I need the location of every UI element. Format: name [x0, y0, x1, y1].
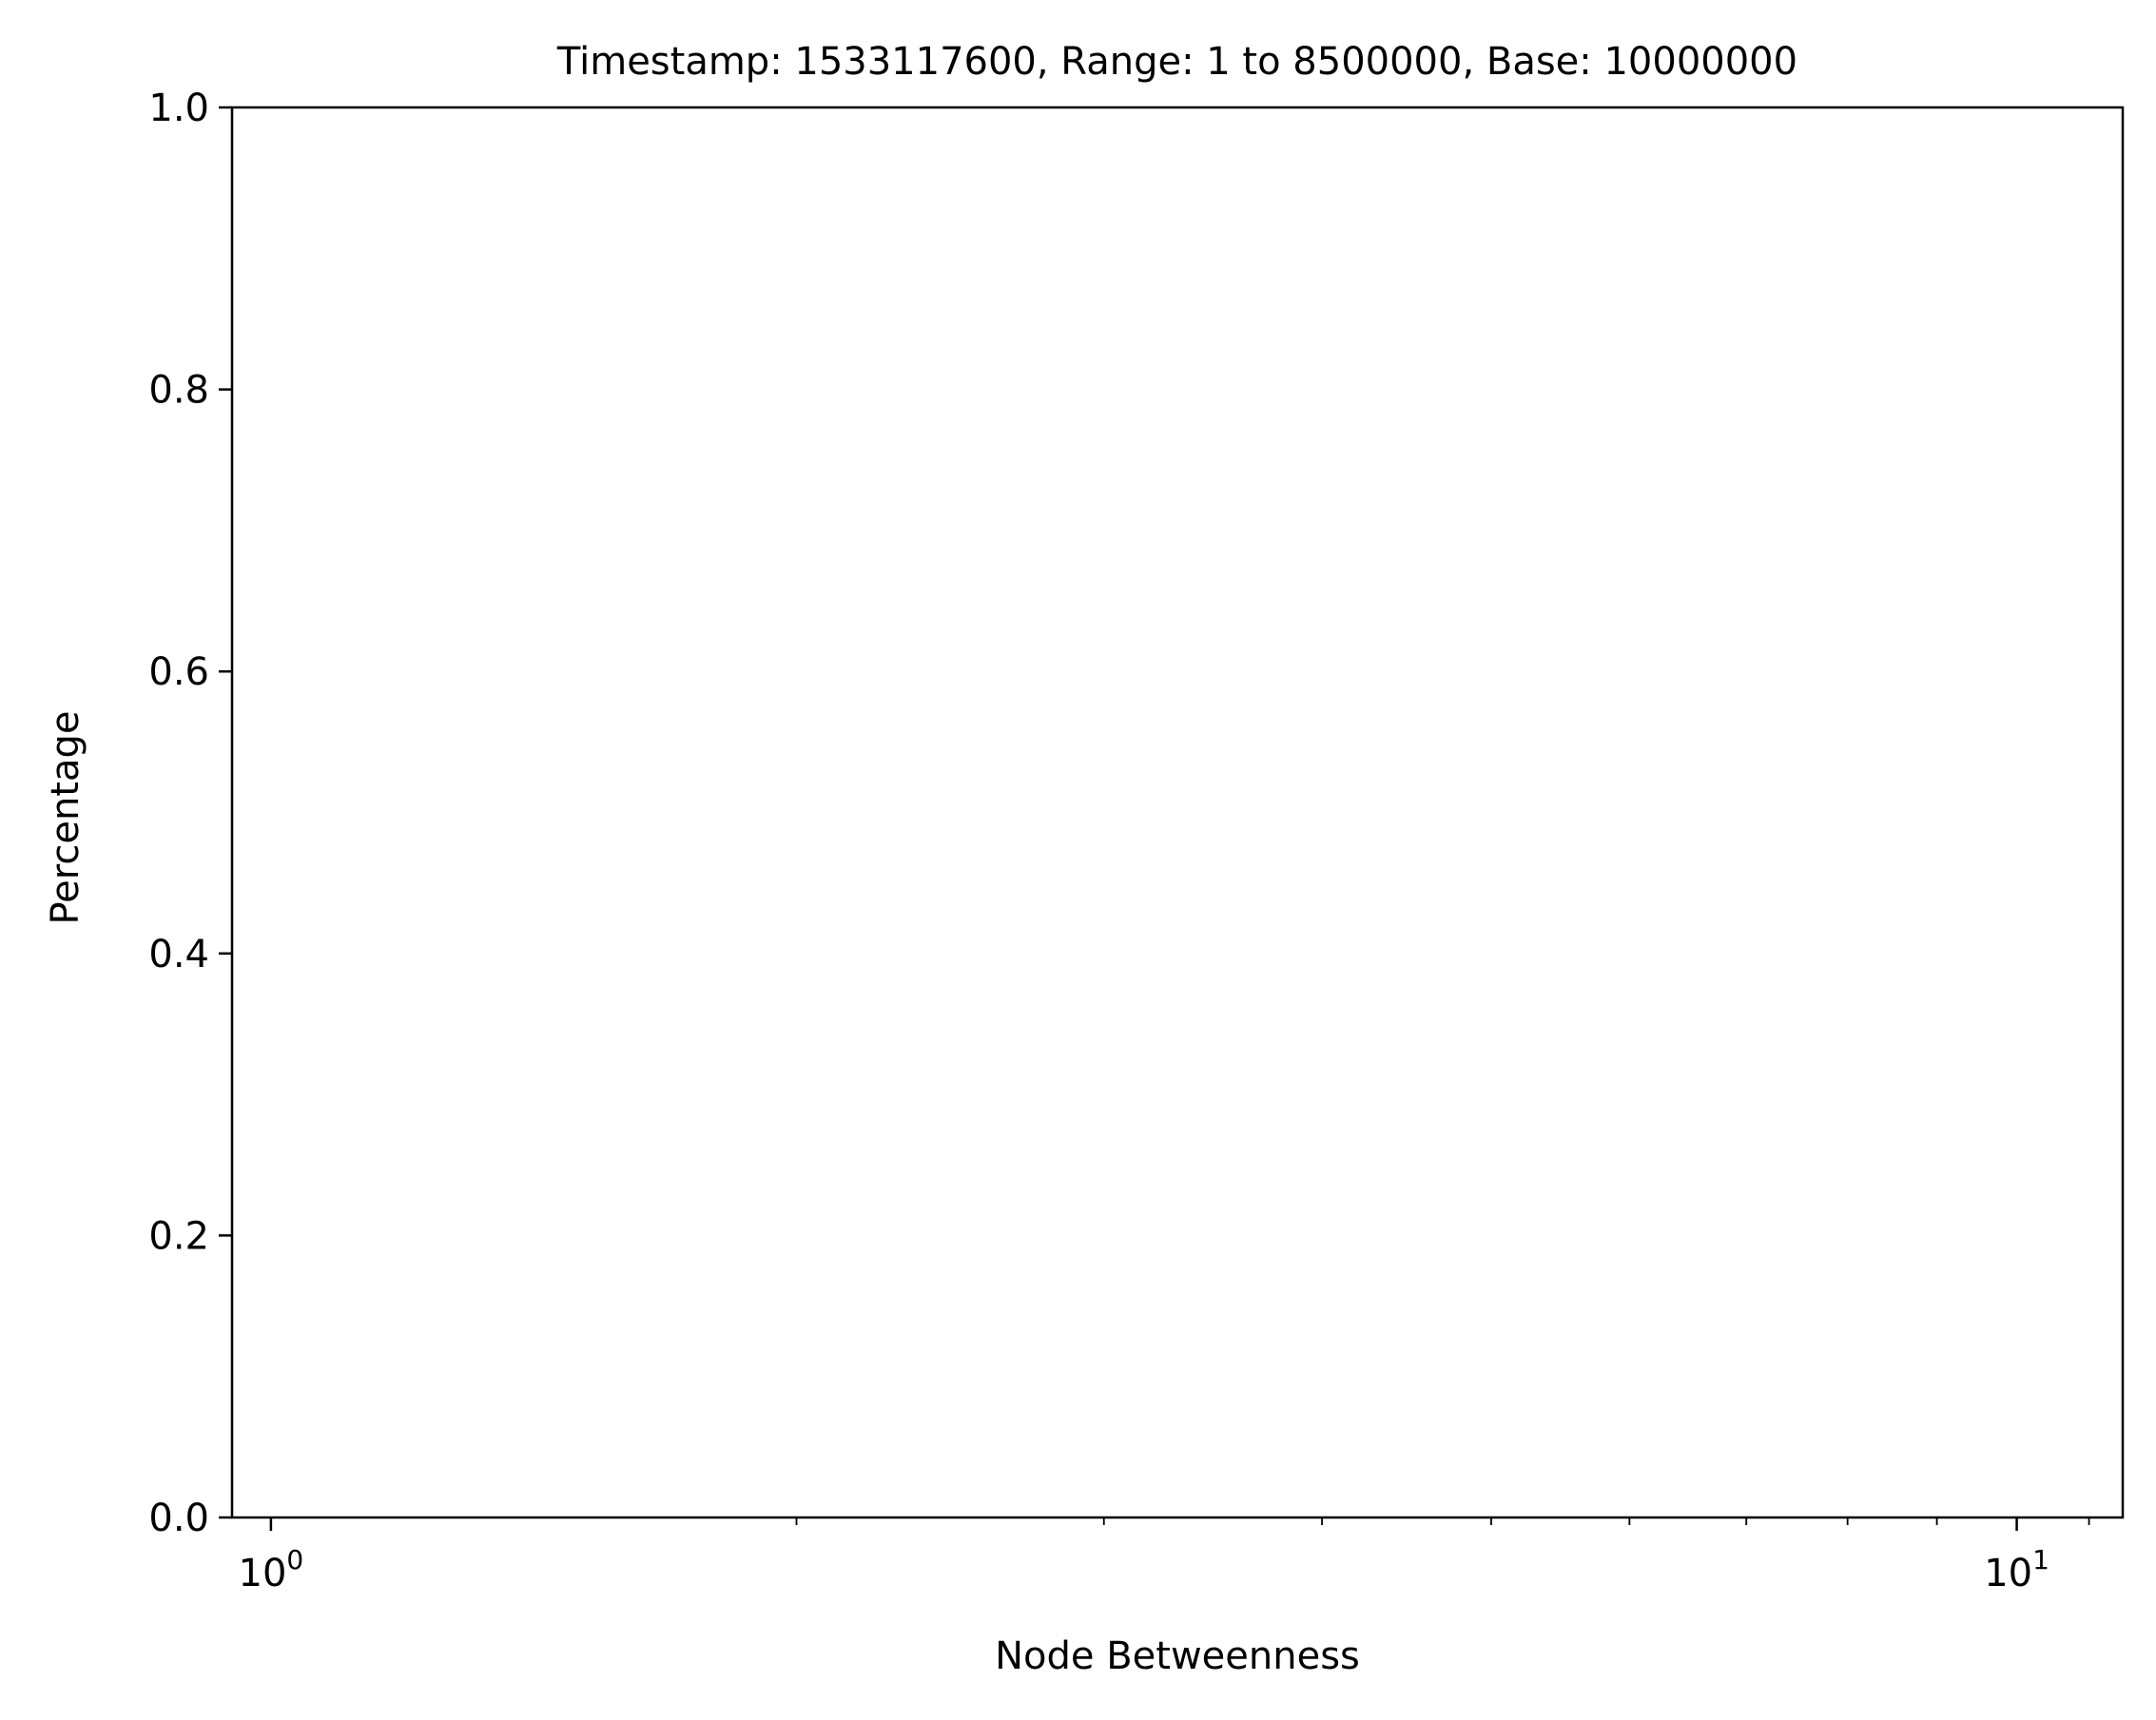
- y-tick-label: 1.0: [148, 87, 209, 130]
- x-tick-label-base: 10: [239, 1552, 287, 1595]
- x-tick-label-base: 10: [1984, 1552, 2032, 1595]
- y-tick-label: 0.2: [148, 1214, 209, 1258]
- x-tick-label-exponent: 0: [286, 1544, 303, 1575]
- x-tick-label-exponent: 1: [2032, 1544, 2049, 1575]
- chart-title: Timestamp: 1533117600, Range: 1 to 85000…: [556, 40, 1797, 84]
- y-tick-label: 0.8: [148, 369, 209, 413]
- y-axis-label: Percentage: [44, 710, 87, 924]
- plot-area-frame: [230, 106, 2125, 1519]
- x-tick-label: 100: [239, 1544, 304, 1595]
- x-tick-label: 101: [1984, 1544, 2049, 1595]
- y-tick-label: 0.4: [148, 933, 209, 976]
- x-axis-label: Node Betweenness: [995, 1634, 1360, 1678]
- y-tick-label: 0.0: [148, 1497, 209, 1540]
- y-tick-label: 0.6: [148, 650, 209, 694]
